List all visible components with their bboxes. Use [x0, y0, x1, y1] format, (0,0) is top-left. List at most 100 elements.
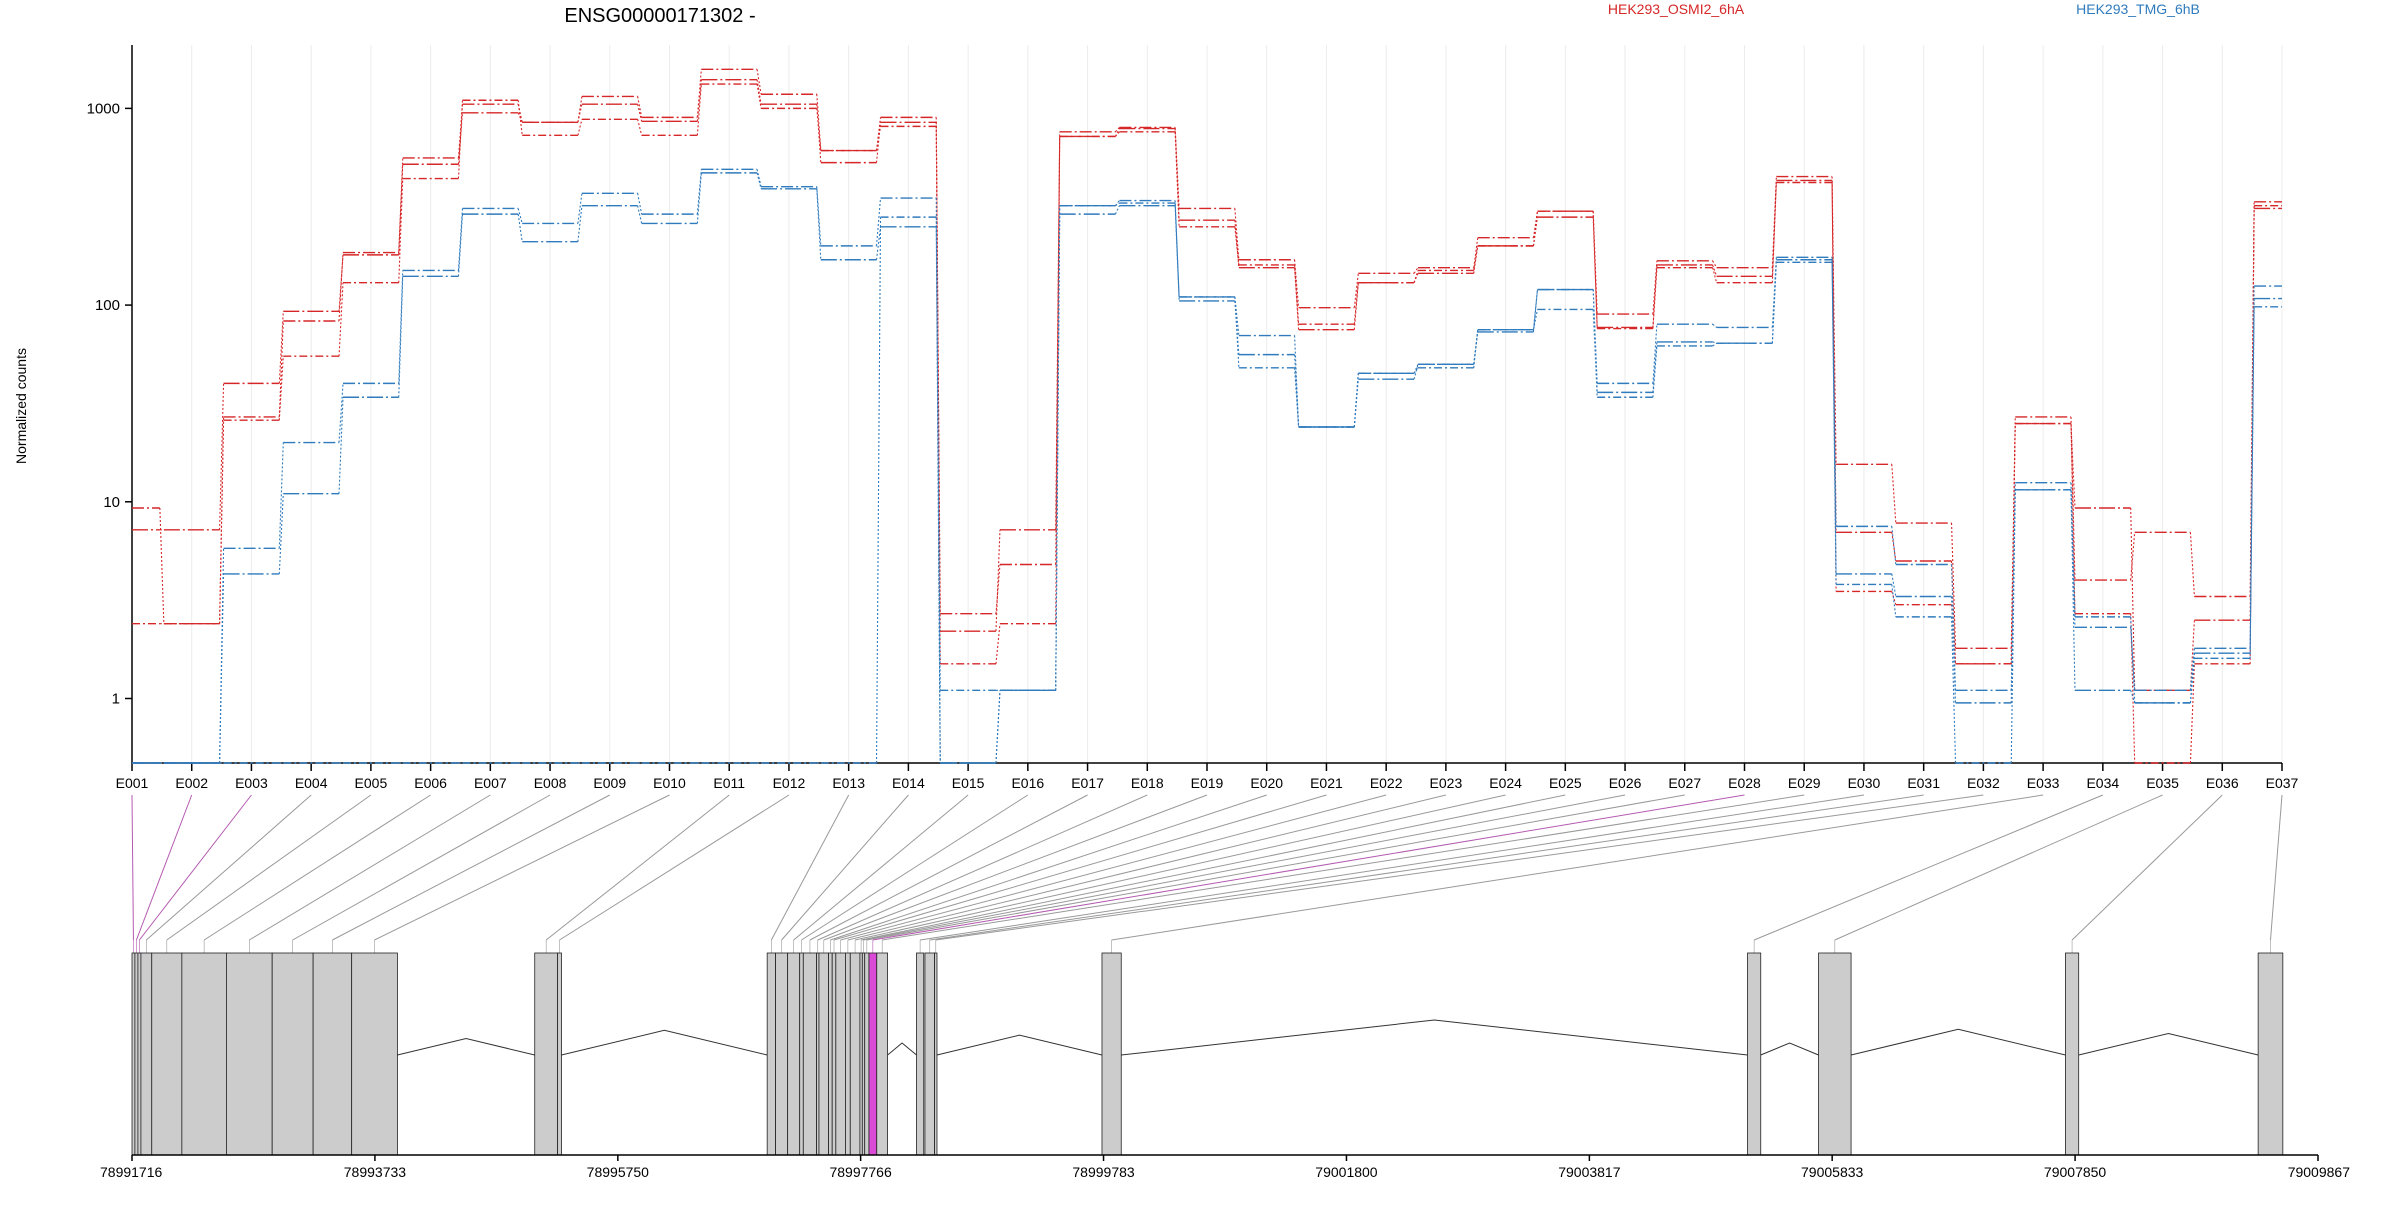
data-connector [338, 252, 344, 322]
data-connector [517, 100, 523, 136]
data-connector [2189, 532, 2195, 597]
data-connector [1831, 262, 1837, 585]
chart-title: ENSG00000171302 - [564, 5, 755, 27]
exon-connector [249, 794, 491, 941]
intron-line [1850, 1028, 2066, 1056]
x-tick-label: E022 [1370, 775, 1403, 791]
data-connector [1055, 136, 1061, 624]
data-connector [1055, 205, 1061, 691]
intron-line [887, 1042, 917, 1056]
data-connector [1950, 596, 1957, 703]
exon-box [271, 952, 314, 1156]
legend-label-osmi: HEK293_OSMI2_6hA [1608, 1, 1745, 17]
exon-box [2257, 952, 2284, 1156]
gene-model [131, 952, 2284, 1156]
exon-connector [882, 794, 1805, 941]
data-connector [637, 119, 643, 136]
intron-line [1760, 1042, 1819, 1056]
exon-connector [1834, 794, 2163, 941]
data-connector [637, 104, 643, 122]
data-connector [696, 169, 702, 215]
intron-line [561, 1029, 768, 1056]
data-connector [1712, 342, 1717, 347]
y-axis-label: Normalized counts [13, 348, 29, 464]
data-connector [1294, 354, 1300, 428]
exon-box [557, 952, 562, 1156]
data-connector [159, 507, 165, 624]
exon-box [835, 952, 846, 1156]
data-connector [756, 83, 762, 109]
data-connector [756, 69, 762, 95]
data-connector [1294, 264, 1300, 325]
exon-connector [781, 794, 909, 941]
grid-lines [131, 45, 2283, 763]
data-connector [398, 178, 404, 283]
data-connector [696, 83, 702, 136]
x-tick-label: E036 [2206, 775, 2239, 791]
x-tick-label: E016 [1011, 775, 1044, 791]
data-connector [995, 623, 1001, 664]
exon-connector [861, 794, 1566, 941]
data-connector [1413, 364, 1419, 380]
data-connector [696, 79, 702, 122]
x-tick-label: E026 [1609, 775, 1642, 791]
x-tick-label: E003 [235, 775, 268, 791]
data-connector [1473, 245, 1479, 271]
data-connector [577, 193, 583, 224]
data-connector [1950, 564, 1957, 691]
exon-connector [872, 794, 1745, 941]
x-tick-label: E018 [1131, 775, 1164, 791]
data-connector [398, 276, 404, 398]
exon-box [140, 952, 153, 1156]
data-connector [875, 217, 882, 764]
exon-box [924, 952, 935, 1156]
data-connector [1712, 267, 1718, 283]
data-connector [1353, 273, 1359, 308]
exon-connector [559, 794, 790, 941]
data-connector [696, 172, 702, 224]
y-tick-label: 10 [103, 494, 120, 511]
x-tick-label: E005 [355, 775, 388, 791]
y-tick-label: 1000 [87, 100, 120, 117]
exon-box [876, 952, 889, 1156]
data-connector [2070, 416, 2076, 581]
data-connector [1353, 282, 1359, 325]
x-tick-label: E028 [1728, 775, 1761, 791]
data-connector [1532, 289, 1539, 333]
data-connector [1712, 323, 1717, 328]
x-tick-label: E001 [116, 775, 149, 791]
genome-tick-label: 78991716 [100, 1164, 163, 1180]
data-connector [1950, 523, 1957, 649]
data-connector [517, 208, 523, 224]
data-connector [2130, 507, 2136, 691]
exon-connector [139, 794, 252, 941]
exon-connector [830, 794, 1267, 941]
exon-box [799, 952, 804, 1156]
exon-connector [847, 794, 1447, 941]
genome-axis: 78991716 78993733 78995750 78997766 78999783… [100, 1154, 2350, 1180]
exon-box [226, 952, 273, 1156]
exon-connector [929, 794, 1924, 941]
exon-connector [135, 794, 193, 941]
x-tick-label: E033 [2027, 775, 2060, 791]
data-connector [2189, 663, 2195, 764]
genome-tick-label: 79007850 [2044, 1164, 2107, 1180]
x-tick-label: E015 [952, 775, 985, 791]
data-connector [2189, 658, 2195, 703]
x-tick-label: E031 [1907, 775, 1940, 791]
x-tick-label: E014 [892, 775, 925, 791]
data-connector [1532, 289, 1539, 330]
data-connector [278, 356, 284, 421]
exon-box [864, 952, 870, 1156]
exon-connector [332, 794, 611, 941]
exon-box [1101, 952, 1122, 1156]
data-connector [2130, 627, 2136, 691]
data-connector [875, 226, 882, 260]
exon-box [534, 952, 559, 1156]
exon-box [934, 952, 938, 1156]
exon-connector [770, 794, 850, 941]
data-connector [756, 79, 762, 105]
exon-connector [166, 794, 372, 941]
series-line [132, 202, 2282, 764]
exon-connector [935, 794, 1984, 941]
